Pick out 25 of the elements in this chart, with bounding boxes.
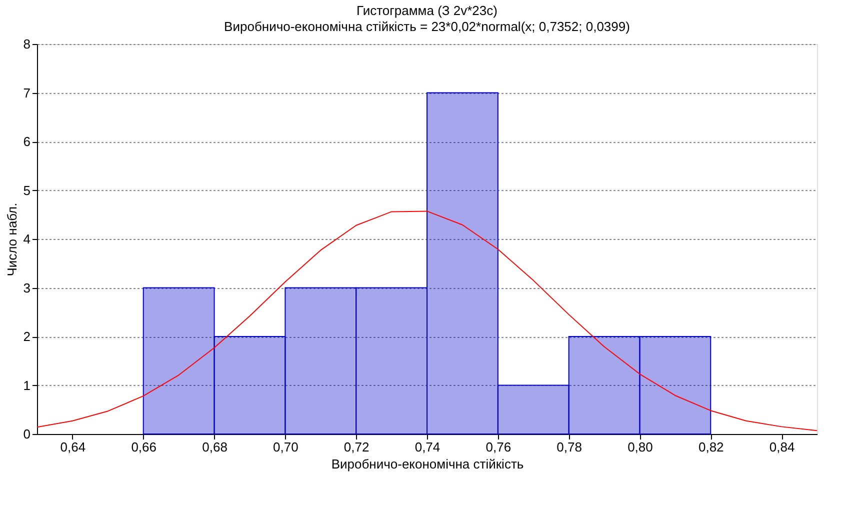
y-tick-label: 8	[23, 36, 30, 52]
y-axis-title: Число набл.	[4, 202, 20, 276]
y-tick-label: 6	[23, 134, 30, 149]
x-tick-label: 0,72	[344, 440, 370, 454]
y-tick-label: 0	[23, 426, 30, 442]
x-tick-label: 0,82	[698, 440, 724, 454]
y-tick-label: 4	[23, 232, 30, 246]
y-tick-label: 7	[23, 85, 30, 100]
x-tick-label: 0,78	[556, 440, 582, 454]
x-tick-label: 0,76	[486, 440, 512, 454]
x-tick-label: 0,74	[414, 440, 440, 454]
x-tick-label: 0,80	[628, 440, 653, 454]
chart-title: Гистограмма (З 2v*23c)	[356, 3, 498, 18]
x-tick-label: 0,70	[273, 440, 298, 454]
y-tick-label: 5	[23, 182, 30, 198]
y-tick-label: 3	[23, 280, 30, 296]
x-axis-title: Виробничо-економічна стійкість	[331, 456, 524, 472]
y-tick-label: 2	[23, 329, 30, 344]
chart-subtitle: Виробничо-економічна стійкість = 23*0,02*normal(x; 0,7352; 0,0399)	[224, 19, 630, 34]
y-tick-label: 1	[23, 378, 30, 393]
line-series	[37, 210, 817, 432]
x-tick-label: 0,64	[60, 440, 86, 454]
x-tick-label: 0,84	[769, 440, 795, 454]
x-tick-label: 0,68	[202, 440, 228, 454]
x-tick-label: 0,66	[131, 440, 157, 454]
